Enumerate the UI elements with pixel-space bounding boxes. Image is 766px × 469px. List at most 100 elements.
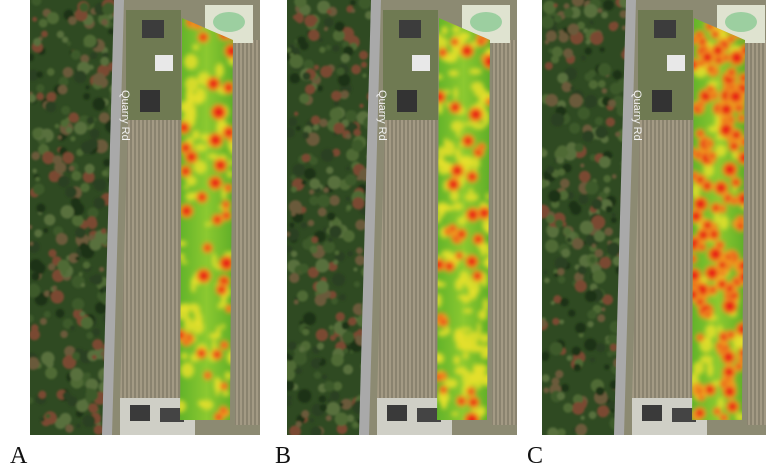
tree [55,233,68,246]
tree [615,131,621,137]
tree [91,328,101,337]
yellow-spot [187,90,195,105]
tree [562,163,572,173]
house [642,405,662,421]
tree [575,423,588,435]
red-spot [479,208,489,218]
yellow-spot [180,260,188,265]
yellow-spot [469,376,480,383]
tree [298,346,305,353]
tree [82,261,91,269]
red-spot [706,267,718,279]
road [102,0,124,435]
tree [70,197,81,207]
house [654,20,676,38]
tree [326,9,332,15]
tree [563,227,572,236]
yellow-spot [479,333,490,344]
tree [293,299,299,305]
tree [302,312,316,326]
tree [60,330,68,339]
tree [31,0,42,6]
red-spot [699,38,706,46]
tree [333,259,339,265]
red-spot [181,143,191,153]
tree [327,237,333,243]
panels: Quarry Rd A Quarry Rd B Quarry Rd C [10,0,766,469]
tree [30,283,41,298]
tree [76,423,81,429]
tree [547,427,559,435]
yellow-spot [699,338,713,353]
yellow-spot [189,303,197,308]
tree [327,212,336,221]
tree [549,342,563,356]
tree [62,66,74,78]
tree [542,374,550,383]
tree [543,270,548,275]
house [667,55,685,71]
road-label: Quarry Rd [376,90,388,141]
vineyard-rows [747,40,766,425]
yellow-spot [485,249,490,256]
yellow-spot [459,278,465,284]
red-spot [210,177,221,188]
tree [302,131,310,140]
tree [557,392,566,401]
red-spot [697,335,703,340]
tree [89,275,98,284]
crop-rows [120,120,180,400]
tree [569,122,581,134]
yellow-spot [180,303,192,313]
tree [52,155,63,165]
tree [80,282,86,288]
red-spot [215,160,226,171]
tree [323,380,335,392]
red-spot [198,270,209,282]
tree [557,72,569,84]
tree [101,228,107,234]
tree [311,236,319,244]
tree [554,256,568,270]
tree [569,93,583,108]
tree [69,367,84,381]
tree [99,266,105,272]
red-spot [484,55,490,68]
tree [39,416,45,422]
tree [327,175,342,190]
tree [79,311,86,317]
tree [287,47,292,53]
tree [287,395,293,401]
red-spot [730,142,738,150]
tree [304,15,317,27]
tree [318,395,327,403]
tree [303,59,314,70]
tree [90,52,98,60]
tree [290,250,298,258]
orange-ring [739,43,745,57]
yellow-spot [194,143,207,152]
tree [52,285,58,291]
tree [33,37,42,47]
tree [307,266,319,279]
tree [313,64,320,71]
tree [36,203,46,213]
red-spot [723,300,736,313]
tree [290,174,297,181]
red-spot [713,45,723,56]
tree [594,248,604,258]
red-spot [720,104,732,115]
tree [583,3,598,18]
yellow-spot [195,87,207,104]
tree [323,243,332,252]
tree [62,271,67,276]
red-spot [467,256,477,267]
tree [558,190,569,201]
tree [542,351,550,361]
red-spot [440,387,446,393]
tree [296,290,309,302]
tree [599,256,612,269]
road [614,0,636,435]
red-spot [740,74,745,82]
